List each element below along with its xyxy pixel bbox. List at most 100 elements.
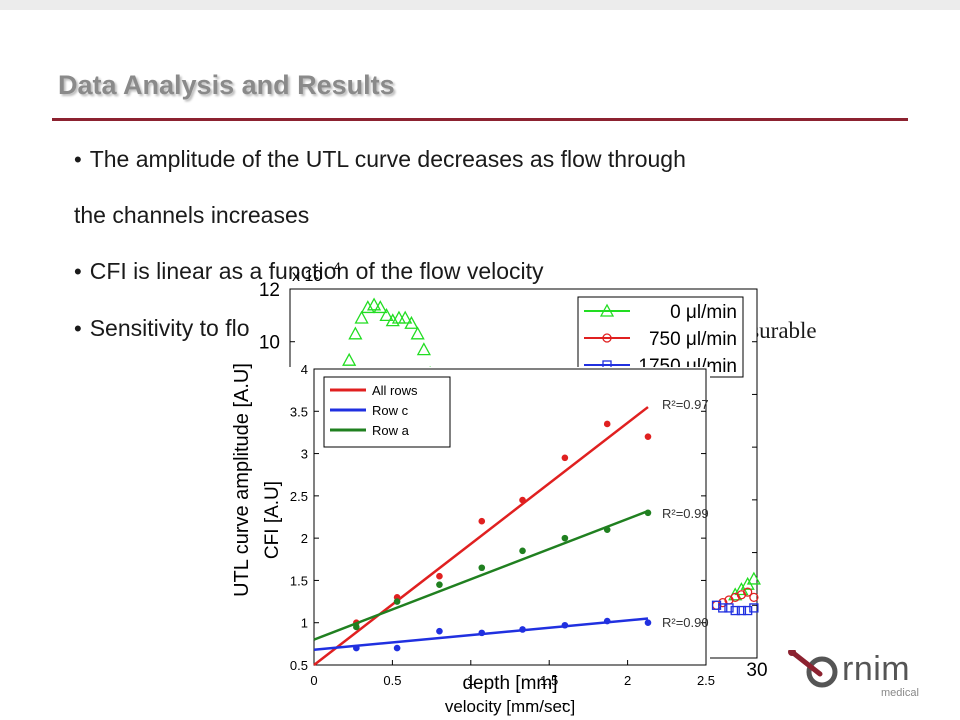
chart2-xtick-label: 0 [310, 673, 317, 688]
chart2-point-2 [393, 598, 401, 605]
chart1-point-0 [366, 297, 382, 311]
chart1-point-2 [749, 603, 759, 613]
bullet-1: • The amplitude of the UTL curve decrease… [74, 146, 686, 173]
chart2-point-1 [436, 627, 443, 635]
chart2-ytick-label: 3 [301, 447, 308, 462]
bullet-dot: • [74, 316, 82, 341]
chart1-point-0 [404, 315, 419, 329]
bullet-2: • CFI is linear as a function of the flow… [74, 258, 544, 285]
chart2-ytick-label: 1 [301, 616, 308, 631]
chart2-point-1 [519, 626, 526, 633]
logo-subtitle: medical [881, 687, 919, 699]
bullet-3-text: Sensitivity to flo [89, 315, 250, 341]
chart1-point-0 [746, 571, 761, 585]
chart1-point-2 [736, 605, 747, 616]
chart2-r2-annotation: R²=0.90 [662, 615, 709, 630]
chart2-point-1 [561, 621, 569, 629]
chart2-point-1 [478, 629, 486, 637]
chart2-xtick-label: 1 [467, 673, 474, 688]
chart1-point-0 [416, 342, 431, 356]
chart2-ytick-label: 4 [301, 362, 308, 377]
chart2-point-1 [644, 619, 652, 627]
chart2-fit-line-0 [313, 406, 649, 666]
chart2-point-0 [561, 454, 569, 462]
chart1-point-0 [373, 300, 388, 314]
chart2-fit-line-2 [313, 509, 649, 641]
chart2-point-2 [644, 509, 652, 517]
chart1-point-0 [342, 352, 357, 366]
chart2-point-1 [353, 644, 360, 652]
chart2-xlabel: velocity [mm/sec] [445, 697, 575, 716]
chart2-r2-annotation: R²=0.97 [662, 397, 709, 412]
chart2-point-2 [561, 534, 569, 542]
bullet-1-text: The amplitude of the UTL curve decreases… [89, 146, 686, 172]
chart2-ytick-label: 1.5 [290, 573, 308, 588]
bullet-2-text: CFI is linear as a function of the flow … [89, 258, 544, 284]
chart1-point-0 [398, 310, 413, 324]
chart1-point-1 [749, 592, 759, 603]
chart2-xtick-label: 1.5 [540, 673, 558, 688]
chart1-point-1 [718, 598, 728, 608]
chart2-ylabel: CFI [A.U] [262, 481, 283, 559]
chart1-exponent-power: 4 [334, 260, 341, 274]
chart2-point-0 [644, 433, 652, 440]
chart2-point-0 [478, 517, 486, 525]
bullet-3: • Sensitivity to flo [74, 315, 250, 342]
bullet-1-continued: the channels increases [74, 202, 309, 229]
bullet-1-continued-text: the channels increases [74, 202, 310, 228]
chart2-ytick-label: 2.5 [290, 489, 308, 504]
chart1-point-1 [743, 587, 753, 597]
top-band [0, 0, 960, 10]
chart2-legend-label: All rows [372, 383, 418, 398]
chart2-point-2 [519, 547, 526, 555]
bullet-dot: • [74, 259, 82, 284]
chart1-ytick-label: 12 [259, 280, 280, 301]
chart1-exponent-label: x 10 [292, 268, 322, 285]
chart2-point-0 [519, 496, 526, 504]
chart1-point-0 [348, 326, 363, 340]
chart1-point-2 [711, 600, 722, 610]
chart2-legend-label: Row c [372, 403, 409, 418]
chart1-legend-label: 0 μl/min [670, 302, 737, 323]
chart1-point-0 [360, 300, 375, 314]
title-divider [52, 118, 908, 121]
chart1-point-0 [385, 313, 400, 327]
chart2-ytick-label: 0.5 [290, 658, 308, 673]
slide-title: Data Analysis and Results [58, 70, 395, 100]
chart1-point-2 [743, 605, 753, 616]
chart1-xtick-label: 30 [746, 660, 767, 681]
chart1-point-0 [354, 310, 369, 324]
chart2-point-2 [436, 581, 443, 588]
chart2-xtick-label: 2 [624, 673, 631, 688]
chart1-point-0 [379, 307, 394, 322]
chart1-point-2 [718, 603, 728, 613]
logo-wordmark: rnim [842, 650, 911, 688]
chart2-point-2 [478, 564, 486, 572]
chart2-xtick-label: 2.5 [697, 673, 715, 688]
bullet-dot: • [74, 147, 82, 172]
chart1-point-1 [736, 590, 747, 600]
chart2-point-2 [353, 623, 360, 631]
chart1-legend-marker [602, 333, 612, 343]
chart1-point-2 [724, 603, 734, 613]
chart1-legend-label: 750 μl/min [649, 329, 737, 350]
chart1-xlabel-overlap: depth [mm] [462, 673, 557, 694]
chart2-point-1 [603, 617, 611, 625]
chart2-point-2 [603, 526, 611, 533]
chart2-ytick-label: 3.5 [290, 404, 308, 419]
logo-mark-icon [788, 650, 838, 688]
chart1-legend-marker [599, 303, 615, 317]
chart1-ylabel: UTL curve amplitude [A.U] [231, 363, 253, 597]
chart2-ytick-label: 2 [301, 531, 308, 546]
chart2-point-0 [436, 572, 443, 580]
chart2-legend-label: Row a [372, 423, 410, 438]
chart2-point-1 [393, 644, 401, 652]
chart1-ytick-label: 10 [259, 333, 280, 354]
company-logo [786, 650, 936, 710]
chart1-point-0 [410, 326, 425, 340]
chart2-xtick-label: 0.5 [383, 673, 401, 688]
chart1-point-1 [730, 592, 740, 603]
chart1-point-2 [730, 605, 740, 616]
